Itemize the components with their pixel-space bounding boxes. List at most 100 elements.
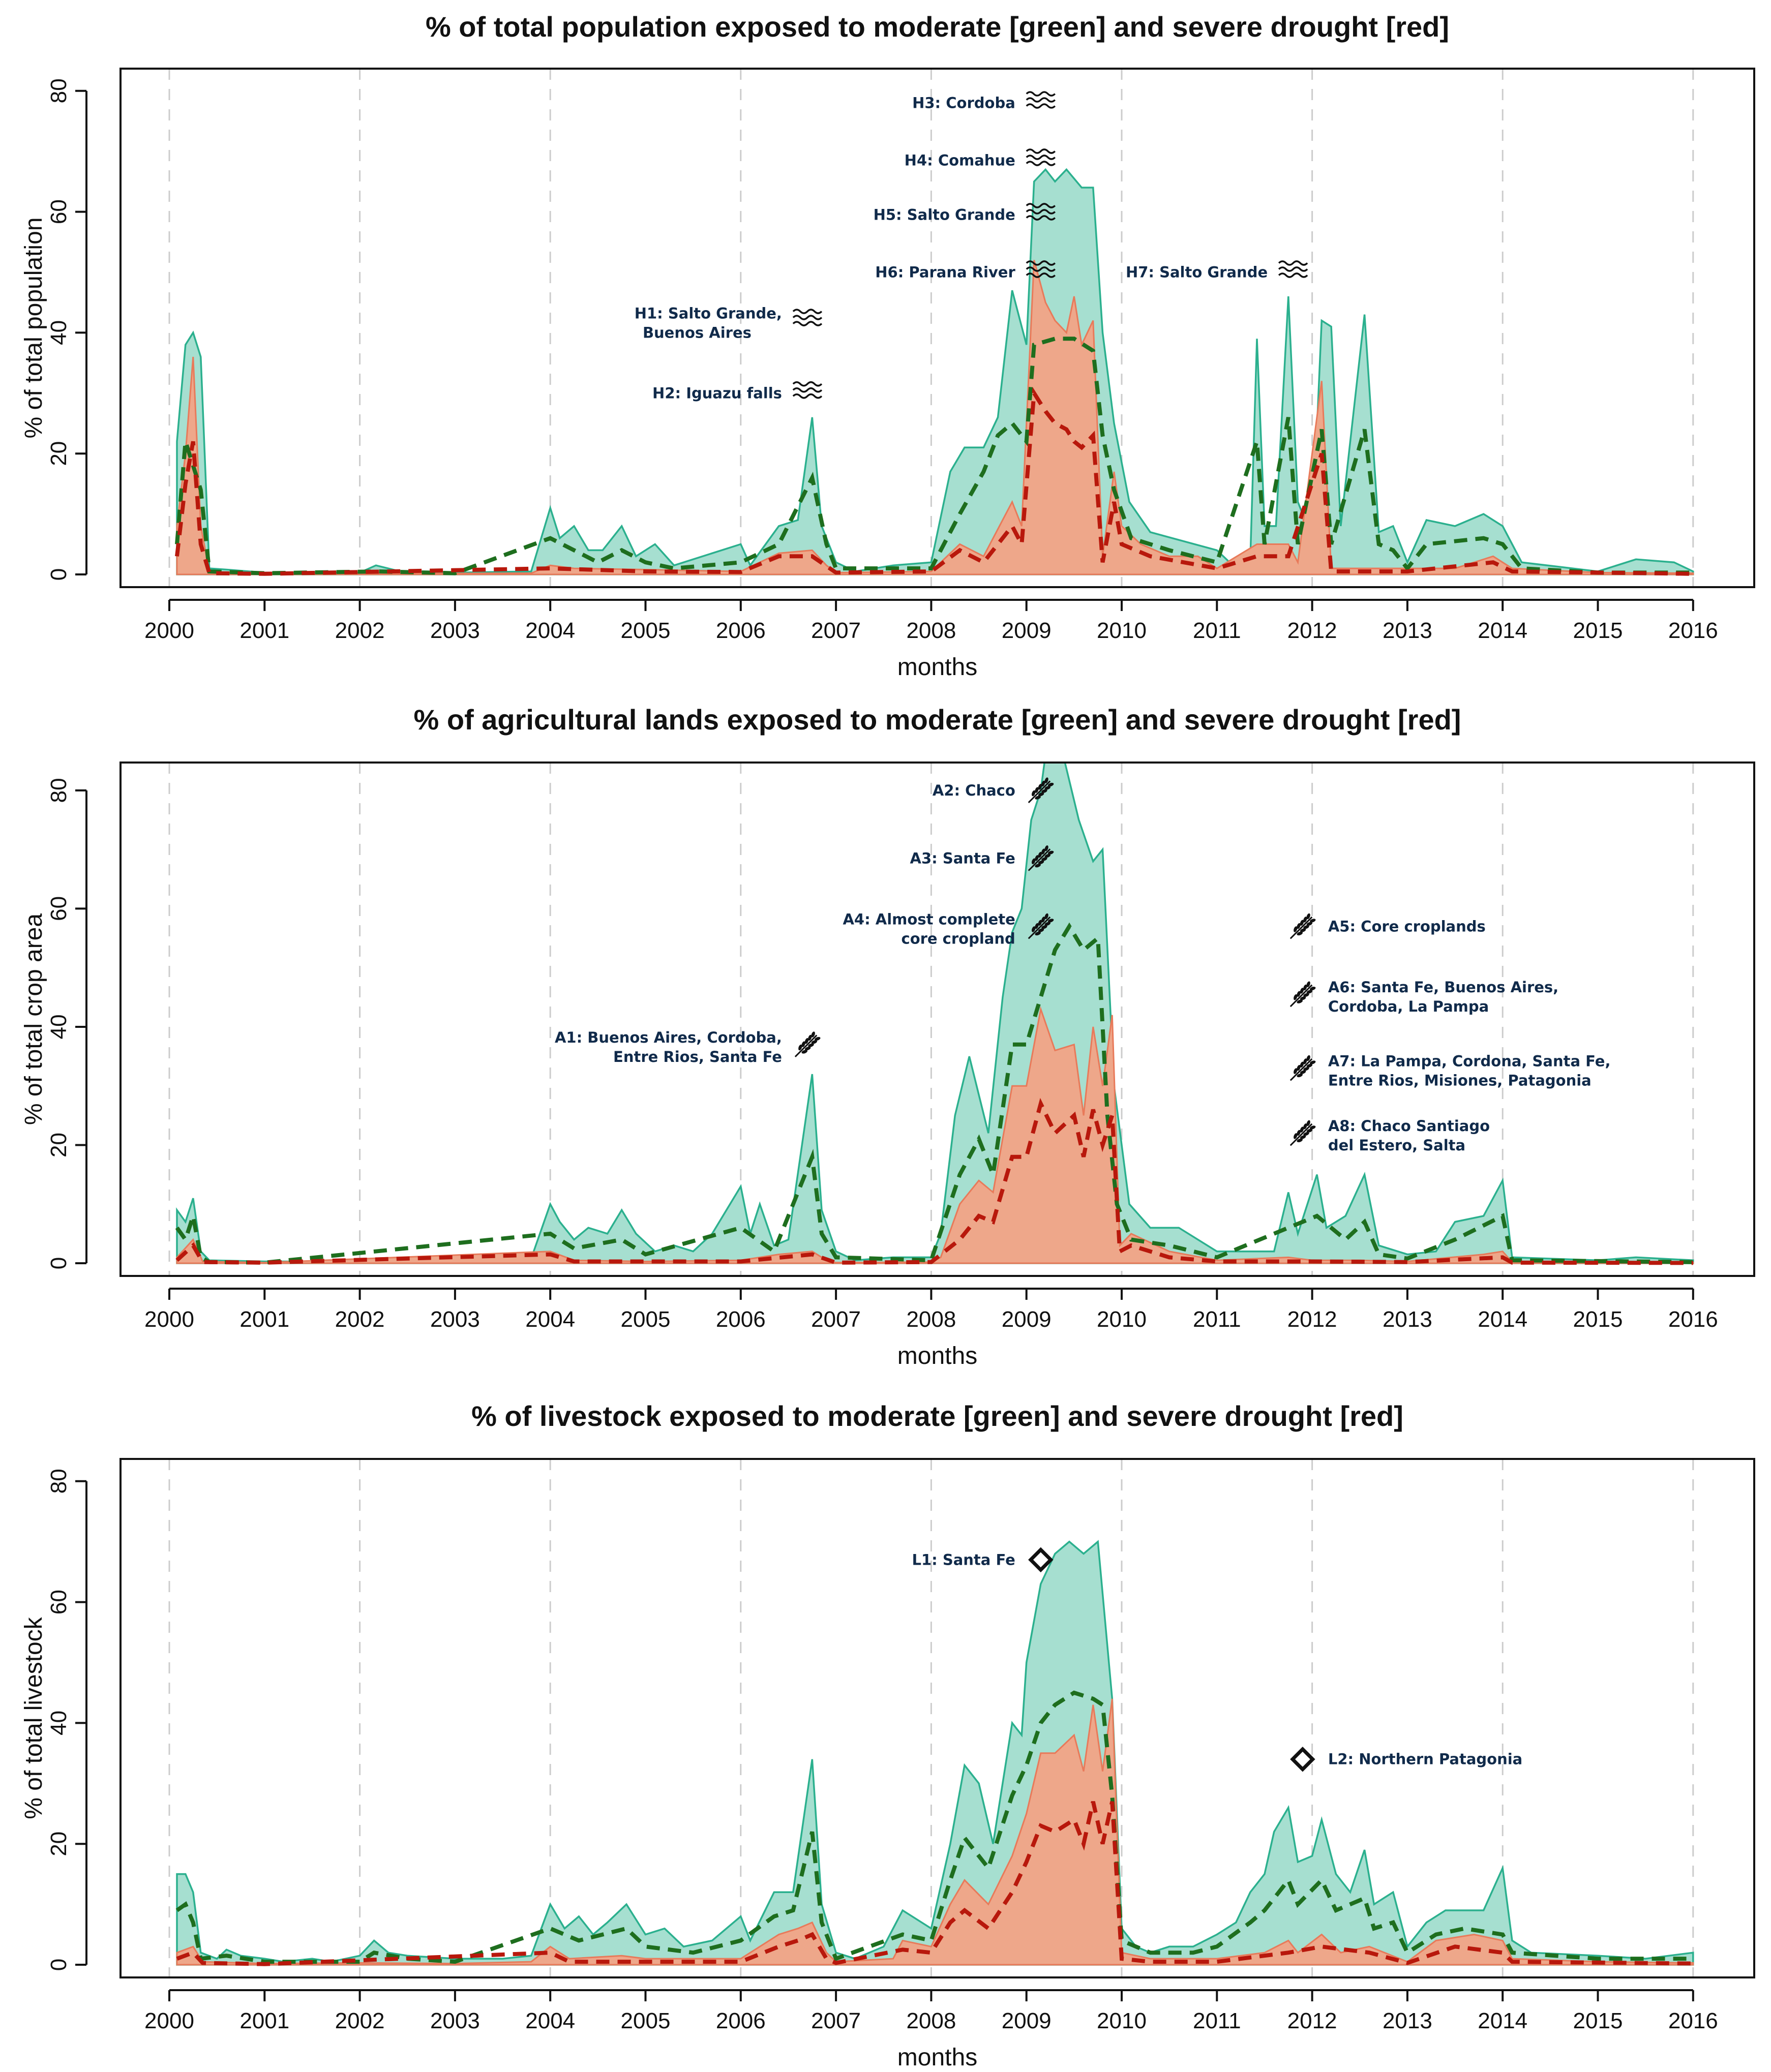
annotation-label: H7: Salto Grande [1126,263,1268,281]
x-tick-label: 2011 [1193,1307,1241,1332]
x-tick-label: 2004 [525,1307,575,1332]
x-tick-label: 2002 [335,618,385,643]
plot-frame [119,761,1755,1277]
waves-icon [1026,91,1056,109]
annotation-label: H6: Parana River [875,263,1015,281]
wheat-icon [1289,1055,1316,1081]
moderate-drought-line [175,337,1693,575]
annotation-a4: A4: Almost complete core cropland [843,910,1054,947]
wheat-icon [1028,913,1054,939]
x-tick-label: 2000 [144,2008,194,2033]
annotation-a3: A3: Santa Fe [910,845,1054,871]
waves-icon [1026,203,1056,221]
x-tick-label: 2003 [430,1307,480,1332]
waves-icon [792,309,823,326]
y-tick-label: 80 [46,78,71,103]
annotation-label: H3: Cordoba [912,95,1015,112]
x-tick-label: 2001 [239,2008,289,2033]
annotation-label: A7: La Pampa, Cordona, Santa Fe, [1328,1052,1611,1070]
annotation-label-line2: Buenos Aires [643,324,752,342]
diamond-icon [1290,1746,1315,1772]
x-tick-label: 2014 [1478,1307,1527,1332]
moderate-drought-area [176,1540,1694,1966]
plot-frame [119,1458,1755,1978]
x-tick-label: 2016 [1668,1307,1718,1332]
annotation-label-line2: Entre Rios, Misiones, Patagonia [1328,1072,1592,1089]
x-axis-title: months [897,1343,977,1369]
x-tick-label: 2007 [811,1307,861,1332]
moderate-drought-line [175,922,1693,1265]
annotation-label-line2: del Estero, Salta [1328,1137,1465,1154]
annotation-h1: H1: Salto Grande, Buenos Aires [635,305,823,342]
annotation-h6: H6: Parana River [875,260,1056,281]
y-axis-title: % of total livestock [20,1617,47,1819]
wheat-icon [1028,777,1054,803]
x-tick-label: 2006 [716,2008,766,2033]
waves-icon [1026,260,1056,278]
annotation-h2: H2: Iguazu falls [652,381,823,402]
x-tick-label: 2005 [621,618,671,643]
x-tick-label: 2006 [716,1307,766,1332]
wheat-icon [1289,913,1316,939]
x-tick-label: 2004 [525,2008,575,2033]
chart-panel-2: % of agricultural lands exposed to moder… [20,704,1755,1369]
y-tick-label: 80 [46,778,71,803]
waves-icon [1026,148,1056,166]
annotation-a8: A8: Chaco Santiago del Estero, Salta [1289,1117,1490,1154]
chart-panel-1: % of total population exposed to moderat… [20,11,1755,681]
severe-drought-area [176,1698,1694,1966]
x-tick-label: 2008 [906,1307,956,1332]
y-tick-label: 40 [46,320,71,345]
plot-area [175,763,1694,1265]
y-tick-label: 20 [46,1832,71,1856]
annotation-label: A5: Core croplands [1328,918,1486,935]
x-tick-label: 2016 [1668,2008,1718,2033]
severe-drought-line [175,387,1693,576]
x-tick-label: 2013 [1383,2008,1432,2033]
annotation-a5: A5: Core croplands [1289,913,1486,939]
x-tick-label: 2002 [335,2008,385,2033]
chart-title: % of livestock exposed to moderate [gree… [471,1400,1403,1432]
annotation-label-line2: core cropland [902,930,1015,947]
x-tick-label: 2015 [1573,2008,1623,2033]
annotation-label: H1: Salto Grande, [635,305,782,322]
annotation-label: L2: Northern Patagonia [1328,1751,1522,1768]
x-tick-label: 2010 [1097,2008,1147,2033]
annotation-label: A3: Santa Fe [910,850,1015,867]
annotation-a1: A1: Buenos Aires, Cordoba, Entre Rios, Sa… [555,1029,821,1065]
plot-area [175,1540,1694,1966]
x-tick-label: 2012 [1287,1307,1337,1332]
x-axis-title: months [897,654,977,681]
x-tick-label: 2014 [1478,618,1527,643]
wheat-icon [1289,1120,1316,1146]
x-tick-label: 2011 [1193,2008,1241,2033]
annotation-h4: H4: Comahue [905,148,1056,169]
y-tick-label: 40 [46,1711,71,1735]
x-tick-label: 2015 [1573,618,1623,643]
x-tick-label: 2008 [906,2008,956,2033]
annotation-h5: H5: Salto Grande [874,203,1056,224]
annotation-label: H5: Salto Grande [874,206,1015,224]
x-tick-label: 2000 [144,618,194,643]
x-tick-label: 2011 [1193,618,1241,643]
wheat-icon [1289,981,1316,1008]
severe-drought-line [175,1098,1693,1265]
x-tick-label: 2010 [1097,1307,1147,1332]
y-tick-label: 0 [46,568,71,581]
annotation-label-line2: Entre Rios, Santa Fe [613,1048,782,1065]
severe-drought-line [176,1801,1693,1966]
chart-title: % of total population exposed to moderat… [426,11,1449,43]
annotation-h3: H3: Cordoba [912,91,1056,112]
x-tick-label: 2013 [1383,1307,1432,1332]
plot-area [175,168,1694,576]
annotation-label: H4: Comahue [905,152,1015,169]
y-tick-label: 60 [46,1590,71,1614]
x-tick-label: 2005 [621,1307,671,1332]
annotation-label: H2: Iguazu falls [652,384,782,402]
y-tick-label: 60 [46,199,71,224]
x-tick-label: 2009 [1002,2008,1052,2033]
y-axis-title: % of total population [20,218,47,439]
waves-icon [1278,260,1308,278]
x-tick-label: 2003 [430,618,480,643]
